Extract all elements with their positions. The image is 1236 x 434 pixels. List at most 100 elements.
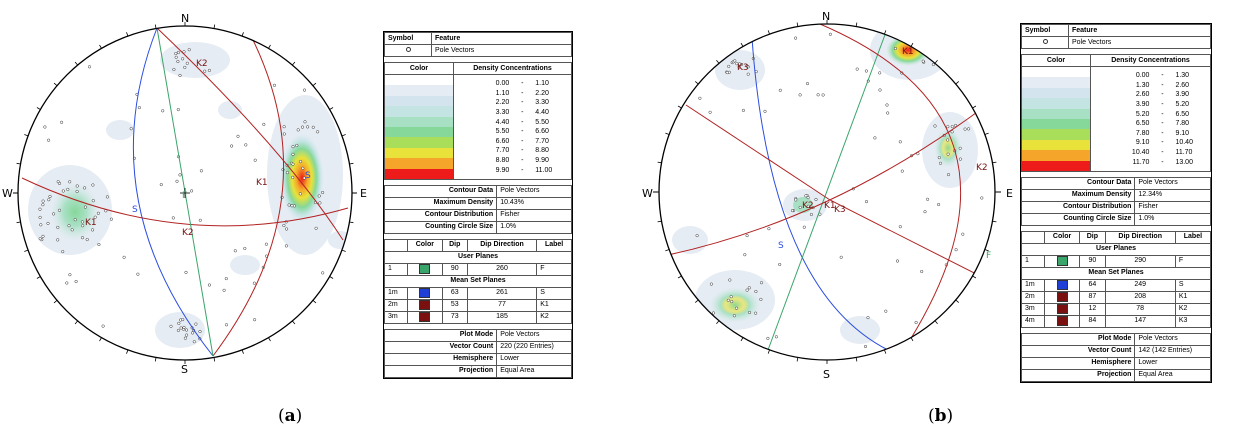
info-value: 220 (220 Entries)	[496, 340, 572, 354]
color-header: Color	[384, 62, 454, 75]
net-tick	[24, 134, 29, 137]
info-value: Pole Vectors	[496, 184, 572, 198]
label-k2-right: K2	[976, 163, 988, 173]
density-ranges: 0.00-1.30 1.30-2.60 2.60-3.90 3.90-5.20 5.20…	[1091, 71, 1210, 167]
density-range-cell: 1.30	[1175, 72, 1190, 80]
info-value: Fisher	[496, 208, 572, 222]
info-label: Projection	[383, 364, 498, 378]
pole-point	[85, 237, 89, 242]
net-tick	[99, 337, 102, 342]
pole-point	[741, 108, 745, 112]
colorbar-swatch	[1022, 67, 1090, 78]
pole-point	[884, 309, 888, 313]
info-label: Vector Count	[383, 340, 498, 354]
plane-label: K3	[1174, 314, 1212, 328]
pole-point	[178, 73, 182, 78]
density-range-cell: -	[1161, 81, 1164, 89]
pole-point	[122, 255, 126, 259]
plane-dipdir: 261	[466, 286, 538, 300]
user-planes-title: User Planes	[384, 250, 572, 264]
plane-dipdir: 208	[1104, 290, 1176, 304]
plane-id: 1	[1021, 254, 1045, 268]
net-tick	[126, 32, 129, 37]
pole-point	[726, 298, 730, 302]
density-range-cell: 7.80	[1135, 129, 1150, 137]
pole-point	[41, 199, 45, 203]
pole-point	[804, 194, 808, 198]
pole-point	[285, 227, 289, 231]
pole-point	[709, 282, 713, 286]
pole-point	[946, 173, 951, 177]
density-range-cell: 0.00	[495, 80, 510, 88]
density-range-cell: -	[1161, 120, 1164, 128]
pole-point	[778, 262, 782, 267]
net-tick	[657, 161, 662, 164]
mean-planes-title: Mean Set Planes	[384, 274, 572, 288]
legend-b: Symbol Feature Pole Vectors Color Density …	[1020, 23, 1212, 383]
net-tick	[341, 134, 346, 137]
pole-point	[176, 328, 180, 332]
colorbar-swatch	[1022, 139, 1090, 151]
density-range-cell: -	[521, 147, 524, 155]
net-tick	[349, 162, 354, 165]
pole-point	[192, 340, 196, 344]
plane-dipdir: 77	[466, 298, 538, 312]
pole-point	[732, 314, 736, 318]
pole-point	[759, 281, 764, 285]
pole-point	[67, 224, 71, 228]
plane-dipdir: 260	[466, 262, 538, 276]
density-range-cell: 2.20	[495, 99, 510, 107]
density-range-cell: 7.80	[1175, 120, 1190, 128]
net-tick	[53, 82, 58, 86]
planes-dip-header: Dip	[441, 238, 468, 252]
pole-point	[774, 335, 778, 339]
pole-point	[864, 69, 868, 73]
density-range-row: 8.80 - 9.90	[454, 156, 571, 166]
pole-point	[708, 110, 712, 114]
plane-k2b-a	[21, 177, 349, 227]
density-range-row: 1.10 - 2.20	[454, 89, 571, 99]
net-tick	[910, 42, 914, 47]
legend-a: Symbol Feature Pole Vectors Color Density …	[383, 31, 573, 379]
density-range-cell: 8.80	[535, 147, 549, 155]
density-range-row: 7.70 - 8.80	[454, 146, 571, 156]
pole-point	[963, 127, 967, 131]
label-k1-top: K1	[902, 47, 914, 57]
caption-a: (a)	[278, 406, 303, 426]
pole-point	[129, 127, 133, 131]
pole-point	[303, 120, 307, 124]
plane-s-b	[751, 37, 889, 351]
net-tick	[154, 357, 157, 362]
label-f-mid: F	[182, 191, 187, 201]
density-range-cell: 9.90	[535, 157, 549, 165]
net-tick	[740, 337, 744, 342]
pole-point	[745, 64, 749, 68]
pole-point	[243, 246, 247, 251]
feature-header: Feature	[431, 32, 572, 45]
pole-point	[91, 199, 95, 203]
density-range-row: 3.90 - 5.20	[1091, 100, 1210, 110]
pole-point	[946, 138, 950, 142]
pole-point	[698, 96, 702, 100]
pole-point	[794, 198, 798, 202]
pole-point	[954, 248, 958, 252]
pole-point	[734, 306, 739, 310]
density-range-cell: -	[521, 157, 524, 165]
net-tick	[984, 132, 989, 135]
plane-row: 3m 12 78 K2	[1021, 302, 1212, 316]
pole-point	[171, 216, 175, 220]
plane-id: 2m	[384, 298, 408, 312]
pole-point	[282, 132, 286, 136]
pole-point	[878, 71, 882, 75]
pole-point	[798, 205, 802, 209]
pole-point	[47, 138, 51, 142]
pole-point	[83, 205, 87, 209]
density-range-cell: -	[1161, 91, 1164, 99]
pole-point	[980, 196, 984, 200]
pole-point	[179, 318, 183, 322]
pole-point	[184, 328, 189, 332]
density-range-cell: 11.00	[535, 166, 553, 174]
label-f-b: F	[986, 251, 991, 261]
pole-point	[183, 65, 187, 69]
symbol-header: Symbol	[384, 32, 432, 45]
